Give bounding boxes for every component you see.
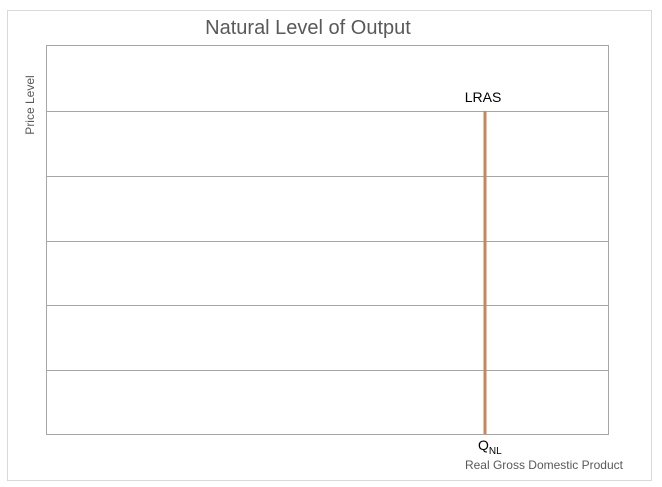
output-label-main: Q (478, 437, 489, 453)
title: Natural Level of Output (205, 17, 411, 39)
output-label-subscript: NL (489, 446, 502, 457)
frame (7, 10, 652, 481)
x-axis-label: Real Gross Domestic Product (465, 458, 624, 472)
curve-label: LRAS (465, 89, 502, 105)
output-label: QNL (478, 437, 502, 457)
plot-border (46, 45, 609, 435)
y-axis-label: Price Level (23, 75, 37, 134)
grid (46, 111, 608, 371)
